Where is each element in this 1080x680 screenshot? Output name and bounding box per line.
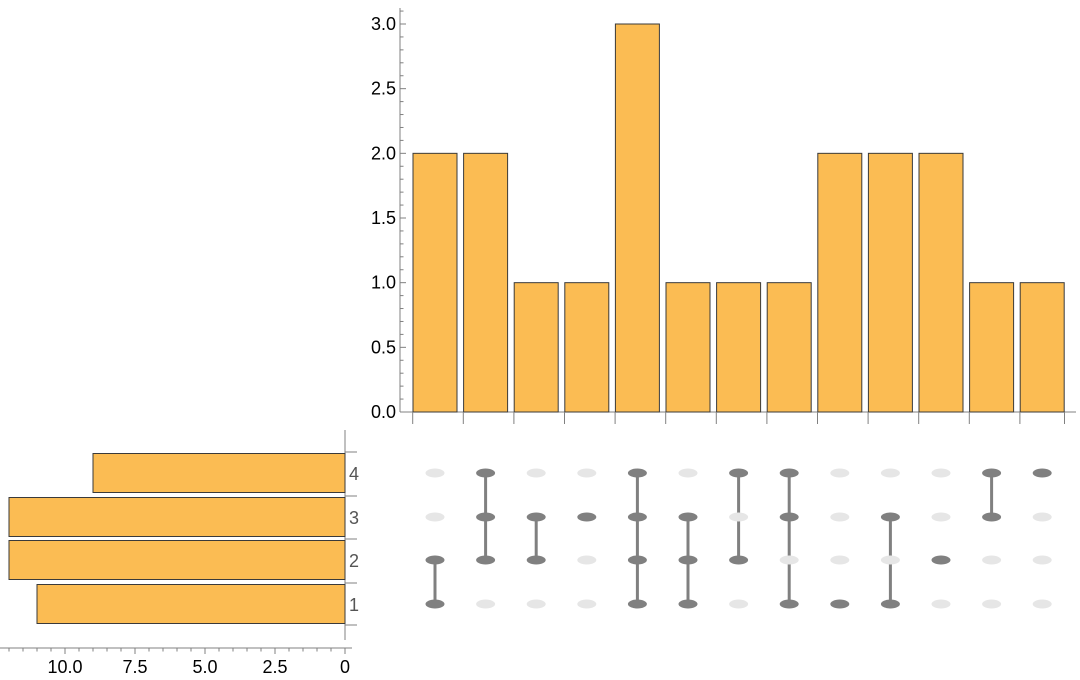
intersection-bar (817, 152, 863, 413)
membership-dot-inactive (577, 599, 597, 609)
membership-dot-active (830, 599, 850, 609)
set-tick-label: 7.5 (122, 657, 147, 677)
membership-dot-active (982, 468, 1002, 478)
membership-dot-inactive (678, 468, 698, 478)
membership-dot-active (1032, 468, 1052, 478)
set-label: 4 (349, 464, 359, 484)
set-tick-label: 10.0 (47, 657, 82, 677)
y-tick-label: 0.0 (371, 402, 396, 422)
membership-dot-inactive (729, 512, 749, 522)
membership-dot-inactive (1032, 599, 1052, 609)
membership-dot-inactive (425, 468, 445, 478)
membership-dot-active (476, 468, 496, 478)
membership-dot-active (982, 512, 1002, 522)
set-tick-label: 0 (340, 657, 350, 677)
membership-dot-active (779, 599, 799, 609)
intersection-bar (918, 152, 964, 413)
set-size-bar (36, 584, 346, 624)
y-tick-label: 2.5 (371, 79, 396, 99)
membership-dot-inactive (526, 468, 546, 478)
membership-dot-inactive (526, 599, 546, 609)
membership-dot-active (627, 468, 647, 478)
membership-dot-active (729, 468, 749, 478)
membership-dot-active (627, 512, 647, 522)
y-tick-label: 3.0 (371, 14, 396, 34)
membership-dot-inactive (577, 555, 597, 565)
intersection-bar (564, 282, 610, 413)
membership-dot-active (880, 512, 900, 522)
membership-dot-inactive (931, 599, 951, 609)
membership-matrix (425, 468, 1052, 609)
intersection-bar (665, 282, 711, 413)
membership-dot-active (526, 512, 546, 522)
membership-dot-active (779, 468, 799, 478)
membership-dot-inactive (880, 468, 900, 478)
set-size-bar (8, 497, 346, 537)
membership-dot-active (779, 512, 799, 522)
membership-dot-active (425, 555, 445, 565)
membership-dot-inactive (830, 512, 850, 522)
intersection-bar (513, 282, 559, 413)
intersection-bar (867, 152, 913, 413)
membership-dot-inactive (729, 599, 749, 609)
membership-dot-inactive (779, 555, 799, 565)
intersection-bar (412, 152, 458, 413)
membership-dot-active (729, 555, 749, 565)
membership-dot-inactive (931, 512, 951, 522)
intersection-bar (463, 152, 509, 413)
membership-dot-inactive (1032, 555, 1052, 565)
set-label: 3 (349, 508, 359, 528)
intersection-bar (1019, 282, 1065, 413)
set-size-bar (8, 540, 346, 580)
set-tick-label: 2.5 (262, 657, 287, 677)
membership-dot-inactive (830, 555, 850, 565)
y-tick-label: 2.0 (371, 143, 396, 163)
intersection-bar-chart: 0.0 0.5 1.0 1.5 2.0 2.5 3.0 (371, 8, 1076, 424)
membership-dot-active (526, 555, 546, 565)
intersection-bar (969, 282, 1015, 413)
membership-dot-active (678, 512, 698, 522)
membership-dot-active (476, 555, 496, 565)
membership-dot-active (931, 555, 951, 565)
membership-dot-inactive (982, 555, 1002, 565)
membership-dot-inactive (880, 555, 900, 565)
intersection-bar (716, 282, 762, 413)
membership-dot-inactive (982, 599, 1002, 609)
y-tick-label: 1.0 (371, 273, 396, 293)
membership-dot-inactive (425, 512, 445, 522)
intersection-bar (614, 23, 660, 413)
membership-dot-active (678, 599, 698, 609)
set-size-bar-chart: 10.0 7.5 5.0 2.5 0 1 2 3 4 (0, 430, 359, 677)
membership-dot-inactive (476, 599, 496, 609)
membership-dot-inactive (1032, 512, 1052, 522)
membership-dot-inactive (577, 468, 597, 478)
membership-dot-active (880, 599, 900, 609)
set-size-bar (92, 453, 346, 493)
membership-dot-active (627, 555, 647, 565)
set-label: 1 (349, 595, 359, 615)
membership-dot-inactive (830, 468, 850, 478)
membership-dot-active (425, 599, 445, 609)
intersection-bar (766, 282, 812, 413)
membership-dot-active (476, 512, 496, 522)
y-tick-label: 1.5 (371, 208, 396, 228)
membership-dot-inactive (931, 468, 951, 478)
membership-dot-active (577, 512, 597, 522)
membership-dot-active (678, 555, 698, 565)
set-tick-label: 5.0 (192, 657, 217, 677)
set-label: 2 (349, 551, 359, 571)
membership-dot-active (627, 599, 647, 609)
y-tick-label: 0.5 (371, 337, 396, 357)
